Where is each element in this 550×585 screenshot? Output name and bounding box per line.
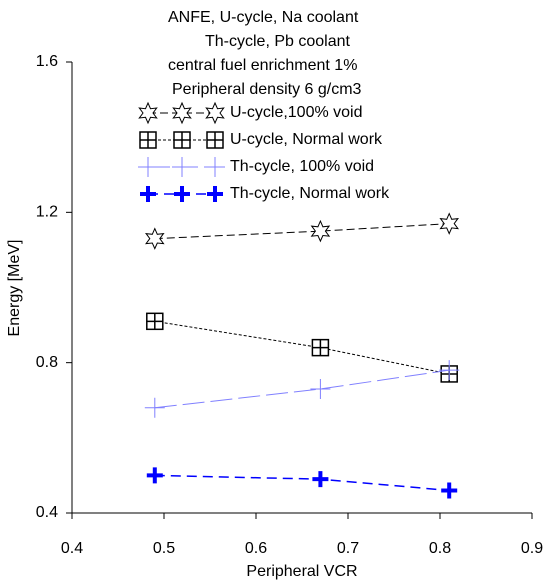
series-line [154,369,450,409]
annotation: Peripheral density 6 g/cm3 [172,81,362,98]
data-point [310,219,331,243]
x-tick-label: 0.4 [61,540,83,557]
marker-shape [207,132,223,148]
marker-shape [146,313,163,330]
marker-shape [312,339,329,356]
marker-shape [144,397,165,418]
data-point [439,360,460,381]
legend-marker [173,131,191,149]
x-tick-label: 0.5 [153,540,175,557]
marker-shape [145,227,165,250]
series-line [154,320,450,375]
marker-shape [205,157,225,177]
legend-label: U-cycle,100% void [230,104,363,121]
x-tick-label: 0.7 [337,540,359,557]
x-axis-label: Peripheral VCR [246,563,357,580]
marker-shape [140,186,156,202]
y-tick-label: 1.2 [36,204,58,221]
legend-label: U-cycle, Normal work [230,131,383,148]
series-line [154,474,450,492]
data-point [146,467,163,484]
marker-shape [140,132,156,148]
legend-marker [207,186,223,202]
y-tick-label: 1.6 [36,53,58,70]
legend-label: Th-cycle, Normal work [230,185,390,202]
marker-shape [207,186,223,202]
legend-marker [205,101,225,125]
x-tick-label: 0.6 [245,540,267,557]
legend-marker [140,186,156,202]
data-point [312,471,329,488]
legend-marker [174,186,190,202]
legend-marker [172,157,192,177]
data-point [144,397,165,418]
series-line [154,223,450,240]
data-point [145,227,165,250]
data-point [439,212,459,235]
data-point [146,312,164,331]
y-tick-label: 0.8 [36,354,58,371]
annotation: central fuel enrichment 1% [168,57,357,74]
annotation: ANFE, U-cycle, Na coolant [168,9,359,26]
marker-shape [172,157,192,177]
data-point [310,378,331,399]
marker-shape [310,378,331,399]
marker-shape [146,467,163,484]
legend-marker [138,101,158,125]
marker-shape [441,482,458,499]
marker-shape [174,132,190,148]
marker-shape [439,212,459,235]
legend-marker [139,131,157,149]
marker-shape [439,360,460,381]
legend-marker [138,157,158,177]
marker-shape [205,101,225,125]
legend-marker [205,157,225,177]
x-tick-label: 0.8 [429,540,451,557]
annotation: Th-cycle, Pb coolant [205,33,351,50]
y-axis-label: Energy [MeV] [6,240,23,337]
data-point [311,338,330,357]
marker-shape [310,219,331,243]
legend-label: Th-cycle, 100% void [230,158,374,175]
y-tick-label: 0.4 [36,504,58,521]
x-tick-label: 0.9 [521,540,543,557]
marker-shape [312,471,329,488]
legend-marker [172,101,192,125]
marker-shape [138,157,158,177]
data-point [441,482,458,499]
marker-shape [172,101,192,125]
marker-shape [174,186,190,202]
marker-shape [138,101,158,125]
legend-marker [206,131,224,149]
